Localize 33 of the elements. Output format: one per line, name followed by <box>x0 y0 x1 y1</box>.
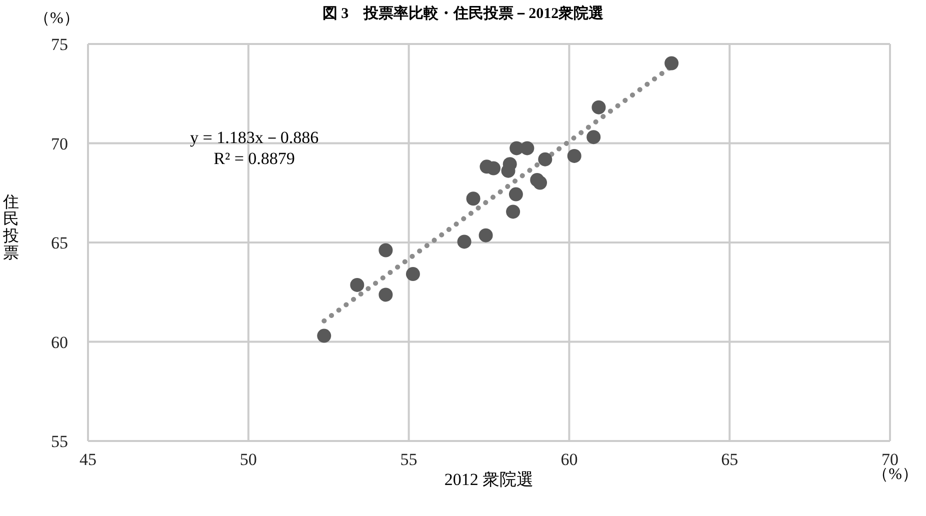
annotation: R² = 0.8879 <box>212 149 296 169</box>
x-tick-label: 65 <box>721 450 738 470</box>
x-tick-label: 55 <box>400 450 418 470</box>
point <box>350 278 364 292</box>
point <box>520 141 534 156</box>
point <box>533 176 548 190</box>
point <box>506 204 520 219</box>
x-tick-label: 45 <box>80 450 96 470</box>
y-tick-label: 75 <box>51 35 68 54</box>
chart-title: 図 3 投票率比較・住民投票－2012衆院選 <box>322 6 604 22</box>
x-tick-label: 50 <box>240 450 257 470</box>
point <box>378 288 393 302</box>
point <box>508 187 523 202</box>
point <box>457 234 472 249</box>
point <box>406 267 420 282</box>
y-tick-label: 65 <box>51 234 68 253</box>
y-tick-label: 70 <box>51 134 68 154</box>
point <box>664 56 679 70</box>
y-tick-label: 60 <box>51 332 68 352</box>
y-axis-title: 住民投票 <box>2 194 20 262</box>
point <box>538 152 552 166</box>
y-tick-label: 55 <box>51 432 68 452</box>
annotation: y = 1.183x－0.886 <box>190 127 319 149</box>
point <box>317 328 332 343</box>
point <box>567 148 582 163</box>
x-tick-label: 60 <box>560 450 578 470</box>
text: （%） <box>34 9 80 29</box>
x-axis-title: 2012 衆院選 <box>444 470 534 489</box>
point <box>466 192 480 206</box>
point <box>378 243 393 258</box>
point <box>592 100 606 114</box>
point <box>586 130 601 144</box>
point <box>478 228 493 242</box>
